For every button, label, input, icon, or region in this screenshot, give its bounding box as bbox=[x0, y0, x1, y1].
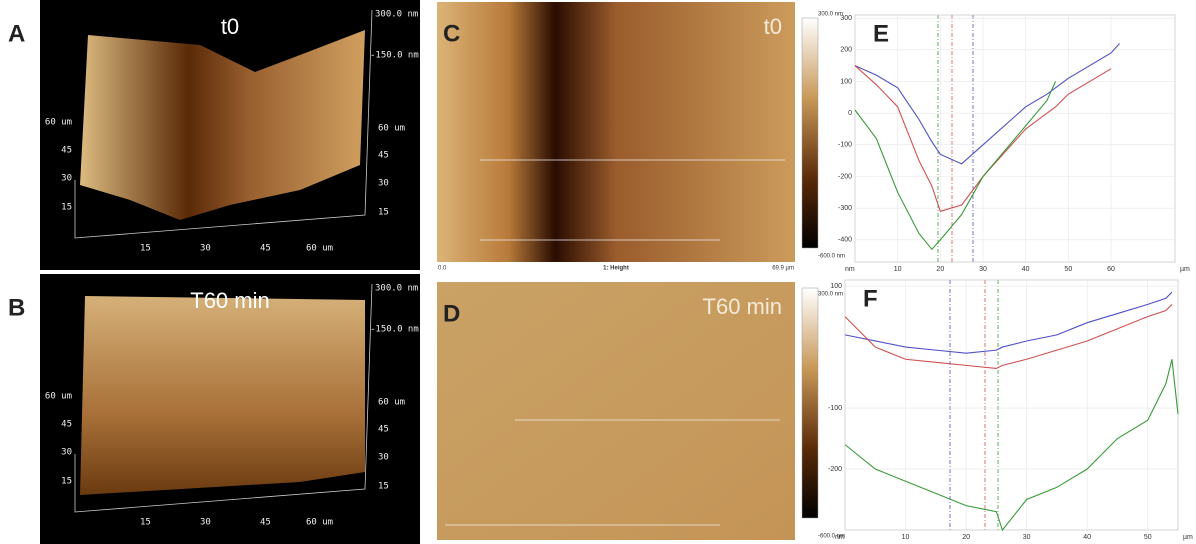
panel-title: t0 bbox=[764, 14, 782, 39]
surface bbox=[80, 296, 365, 495]
plot-frame bbox=[844, 279, 1179, 531]
z-tick-label: -150.0 nm bbox=[370, 325, 419, 335]
y-tick-label: -200 bbox=[828, 466, 842, 473]
y-tick-label: 300 bbox=[840, 15, 852, 22]
profile-line bbox=[854, 43, 1120, 165]
y-tick-label: -400 bbox=[838, 237, 852, 244]
scale-min: -600.0 nm bbox=[818, 254, 845, 260]
x-tick-label: 50 bbox=[1064, 266, 1072, 273]
x-tick-label: 45 bbox=[260, 244, 271, 254]
x-tick-label: 60 um bbox=[306, 244, 333, 254]
afm-height-c bbox=[437, 2, 795, 262]
profile-line bbox=[844, 291, 1173, 354]
afm-height-d bbox=[437, 282, 795, 540]
x-tick-label: 60 um bbox=[306, 518, 333, 528]
y-tick-label: 15 bbox=[61, 477, 72, 487]
x-tick-label: 15 bbox=[140, 518, 151, 528]
y-tick-label: 15 bbox=[378, 482, 389, 492]
profile-line bbox=[854, 81, 1057, 251]
profile-line bbox=[844, 359, 1179, 532]
y-tick-label: 0 bbox=[848, 110, 852, 117]
scale-max: 300.0 nm bbox=[818, 292, 843, 298]
x-unit: µm bbox=[1183, 534, 1193, 541]
x-tick-label: 15 bbox=[140, 244, 151, 254]
x-tick-label: 30 bbox=[200, 518, 211, 528]
x-start: 0.0 bbox=[438, 266, 447, 272]
y-tick-label: 45 bbox=[61, 420, 72, 430]
z-tick-label: -150.0 nm bbox=[370, 51, 419, 61]
panel-label: E bbox=[873, 20, 889, 47]
panel-label: C bbox=[443, 20, 460, 47]
y-tick-label: -100 bbox=[828, 405, 842, 412]
y-tick-label: 30 bbox=[61, 448, 72, 458]
color-bar bbox=[801, 287, 819, 519]
y-tick-label: 60 um bbox=[378, 124, 405, 134]
y-tick-label: 30 bbox=[378, 179, 389, 189]
y-tick-label: -300 bbox=[838, 205, 852, 212]
panel-label: F bbox=[863, 285, 878, 312]
cursors bbox=[937, 15, 999, 530]
x-tick-label: 40 bbox=[1022, 266, 1030, 273]
y-unit: nm bbox=[845, 266, 855, 273]
x-tick-label: 30 bbox=[200, 244, 211, 254]
panel-label: A bbox=[8, 20, 25, 47]
x-tick-label: 10 bbox=[902, 534, 910, 541]
x-tick-label: 50 bbox=[1144, 534, 1152, 541]
z-tick-label: 300.0 nm bbox=[375, 10, 418, 20]
y-tick-label: -200 bbox=[838, 173, 852, 180]
scale-max: 300.0 nm bbox=[818, 12, 843, 18]
y-tick-label: 60 um bbox=[378, 398, 405, 408]
color-bar bbox=[801, 17, 819, 249]
y-tick-label: 15 bbox=[378, 208, 389, 218]
y-unit: nm bbox=[835, 534, 845, 541]
y-tick-label: 30 bbox=[61, 174, 72, 184]
y-tick-label: 60 um bbox=[45, 118, 72, 128]
scale-min: -600.0 nm bbox=[818, 534, 845, 540]
y-tick-label: 100 bbox=[830, 283, 842, 290]
y-tick-label: 15 bbox=[61, 203, 72, 213]
channel: 1: Height bbox=[603, 266, 629, 272]
axes bbox=[74, 9, 373, 239]
panel-title: T60 min bbox=[703, 294, 782, 319]
x-end: 69.9 µm bbox=[772, 266, 794, 272]
z-tick-label: 300.0 nm bbox=[375, 284, 418, 294]
y-tick-label: 45 bbox=[378, 151, 389, 161]
x-tick-label: 40 bbox=[1083, 534, 1091, 541]
x-tick-label: 45 bbox=[260, 518, 271, 528]
profile-line bbox=[854, 65, 1112, 213]
y-tick-label: 60 um bbox=[45, 392, 72, 402]
panel-label: B bbox=[8, 294, 25, 321]
y-tick-label: -100 bbox=[838, 142, 852, 149]
y-tick-label: 100 bbox=[840, 78, 852, 85]
panel-title: t0 bbox=[221, 14, 239, 39]
y-tick-label: 45 bbox=[378, 425, 389, 435]
x-tick-label: 60 bbox=[1107, 266, 1115, 273]
x-tick-label: 30 bbox=[979, 266, 987, 273]
x-tick-label: 30 bbox=[1023, 534, 1031, 541]
surface bbox=[80, 30, 365, 220]
y-tick-label: 45 bbox=[61, 146, 72, 156]
y-tick-label: 30 bbox=[378, 453, 389, 463]
x-tick-label: 20 bbox=[936, 266, 944, 273]
plot-frame bbox=[854, 14, 1176, 263]
panel-title: T60 min bbox=[190, 288, 269, 313]
axes bbox=[74, 283, 373, 513]
profile-line bbox=[844, 304, 1173, 369]
x-tick-label: 20 bbox=[962, 534, 970, 541]
y-tick-label: 200 bbox=[840, 47, 852, 54]
x-tick-label: 10 bbox=[894, 266, 902, 273]
panel-label: D bbox=[443, 300, 460, 327]
x-unit: µm bbox=[1180, 266, 1190, 273]
